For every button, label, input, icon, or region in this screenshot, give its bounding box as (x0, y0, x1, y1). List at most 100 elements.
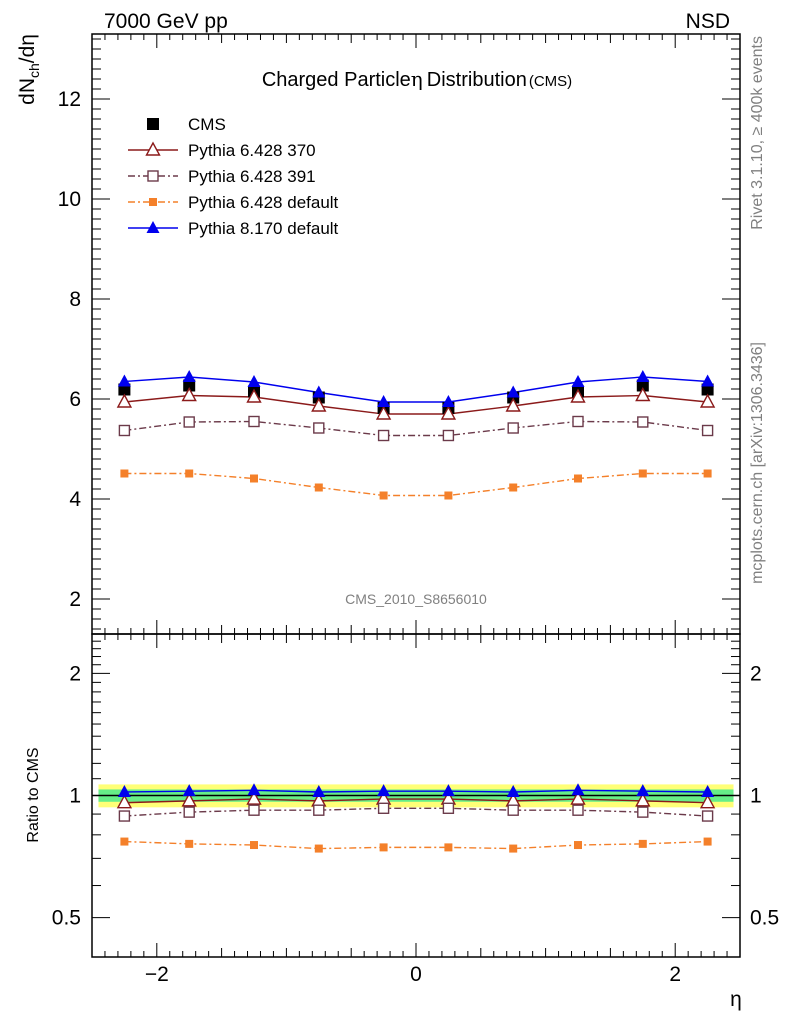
data-point-pydefault (638, 469, 647, 478)
data-point-py8 (312, 385, 326, 398)
y-tick-label: 10 (58, 188, 81, 211)
data-point-pydefault (444, 491, 453, 500)
data-point-py370 (246, 388, 262, 403)
legend-marker-py391 (147, 170, 159, 182)
legend-label-py391: Pythia 6.428 391 (188, 167, 316, 186)
data-point-py370 (375, 405, 392, 420)
data-point-cms (183, 379, 196, 392)
ratio-point-py391 (442, 802, 455, 814)
ratio-point-py8 (636, 784, 650, 797)
x-tick-label: −2 (145, 963, 169, 986)
legend-label-py8: Pythia 8.170 default (188, 219, 339, 238)
ratio-line-py370 (124, 798, 708, 804)
x-axis-label: η (730, 988, 742, 1011)
ratio-point-py370 (246, 790, 262, 805)
chart-title-main: Charged Particle (262, 69, 411, 91)
legend-label-cms: CMS (188, 115, 226, 134)
energy-label: 7000 GeV pp (104, 10, 228, 33)
data-point-py8 (377, 395, 391, 407)
data-point-pydefault (379, 491, 388, 500)
x-tick-label: 0 (410, 963, 422, 986)
legend-label-pydefault: Pythia 6.428 default (188, 193, 339, 212)
ratio-point-py391 (507, 804, 519, 816)
ratio-point-pydefault (574, 841, 582, 850)
y-tick-label-right: 0.5 (750, 907, 779, 930)
data-point-py391 (183, 416, 195, 428)
ratio-panel-ticks: −2 0 2 0.5 0.5 1 1 2 2 (52, 634, 779, 986)
data-point-py8 (441, 395, 455, 407)
data-point-pydefault (574, 474, 582, 483)
y-axis-label-rest: /dη (16, 34, 39, 63)
ratio-point-pydefault (314, 844, 323, 853)
data-point-py391 (118, 424, 131, 437)
y-axis-label-sub: ch (26, 63, 42, 78)
data-point-py370 (505, 397, 521, 412)
data-point-pydefault (185, 469, 194, 478)
process-label: NSD (686, 10, 730, 33)
y-tick-label: 6 (69, 388, 81, 411)
ratio-point-py370 (699, 794, 716, 809)
ratio-point-pydefault (120, 837, 129, 846)
legend-marker-py8 (146, 221, 160, 233)
ratio-point-py8 (312, 785, 326, 798)
ratio-point-py391 (701, 810, 714, 822)
series-line-py8 (124, 376, 708, 403)
data-point-py391 (442, 429, 455, 442)
ratio-point-py370 (181, 792, 197, 807)
data-point-py391 (701, 424, 714, 437)
data-point-py8 (571, 375, 585, 387)
x-tick-label: 2 (669, 963, 681, 986)
ratio-point-py8 (506, 785, 520, 798)
ratio-point-pydefault (379, 843, 388, 852)
ratio-point-py8 (182, 784, 196, 797)
ratio-line-py8 (124, 789, 708, 793)
data-point-cms (636, 379, 649, 392)
ratio-point-pydefault (509, 844, 518, 853)
data-point-py370 (635, 387, 651, 402)
data-point-py370 (116, 393, 133, 408)
data-point-py8 (182, 370, 196, 382)
data-point-cms (118, 383, 131, 396)
ratio-point-py8 (247, 783, 261, 796)
chart-title-suffix: (CMS) (529, 73, 572, 90)
ratio-point-py391 (118, 810, 131, 822)
ratio-point-py8 (701, 785, 715, 798)
y-tick-label: 2 (69, 662, 81, 685)
data-point-py8 (117, 374, 131, 387)
data-point-py391 (313, 422, 325, 434)
legend-marker-py370 (145, 141, 161, 156)
ratio-panel-series (116, 783, 716, 853)
ratio-line-py391 (124, 807, 708, 817)
legend: CMS Pythia 6.428 370 Pythia 6.428 391 Pythi… (128, 115, 339, 238)
ratio-point-py8 (377, 784, 391, 797)
data-point-py370 (570, 388, 586, 403)
ratio-point-py8 (117, 785, 131, 798)
y-tick-label-right: 1 (750, 785, 762, 808)
data-point-py391 (637, 416, 649, 428)
ratio-line-pydefault (124, 840, 708, 850)
y-tick-label: 8 (69, 288, 81, 311)
ratio-panel-frame (91, 633, 741, 958)
ratio-point-py391 (377, 802, 390, 814)
data-point-py8 (506, 385, 520, 398)
ratio-point-py8 (441, 784, 455, 797)
ratio-point-py370 (116, 794, 133, 809)
ratio-point-py391 (183, 806, 195, 818)
legend-marker-pydefault (149, 198, 157, 206)
y-axis-label: dNch/dη (16, 34, 42, 105)
chart-title-eta: η (411, 67, 423, 91)
series-line-py370 (124, 394, 708, 415)
y-tick-label-right: 2 (750, 662, 762, 685)
ratio-point-py391 (248, 804, 260, 816)
data-point-pydefault (314, 483, 323, 492)
data-point-py370 (699, 393, 716, 408)
data-point-py391 (572, 415, 584, 428)
data-point-py8 (636, 370, 650, 382)
y-tick-label: 0.5 (52, 907, 81, 930)
data-point-pydefault (250, 474, 258, 483)
data-point-py370 (181, 387, 197, 402)
analysis-watermark: CMS_2010_S8656010 (345, 591, 487, 607)
chart-title-rest: Distribution (427, 69, 527, 91)
data-point-py391 (507, 422, 519, 434)
ratio-point-pydefault (703, 837, 712, 846)
